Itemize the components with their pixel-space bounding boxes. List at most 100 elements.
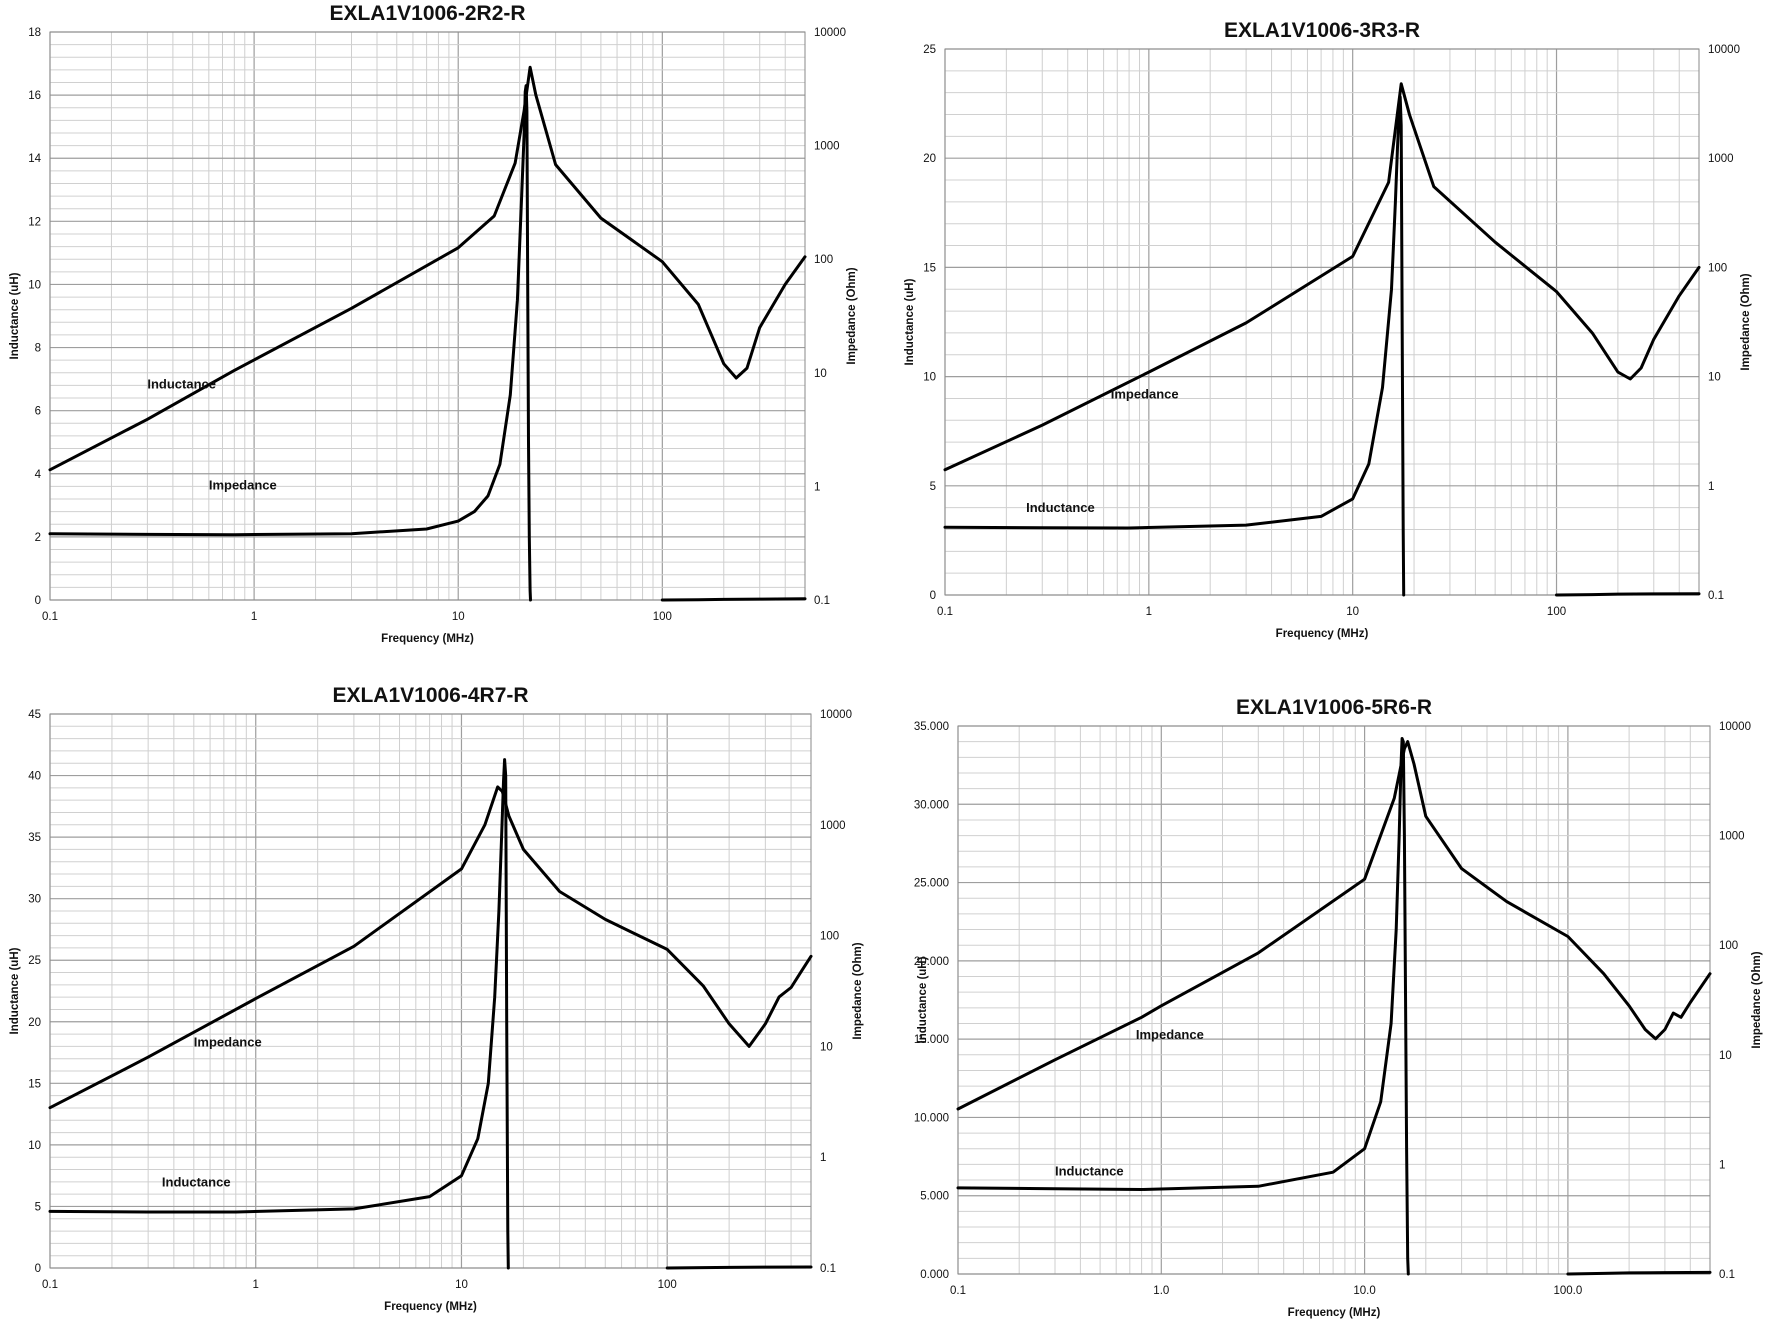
impedance-series-line [943,82,1701,472]
y-tick-label: 5 [35,1201,41,1213]
plot-frame [49,713,812,1269]
y2-tick-label: 100 [1708,262,1727,274]
x-tick-label: 10 [455,1279,468,1291]
y-tick-label: 10.000 [914,1112,949,1124]
y2-tick-label: 10 [820,1041,833,1053]
x-tick-label: 100 [658,1279,677,1291]
x-tick-label: 100 [653,611,672,623]
y-tick-label: 10 [923,372,936,384]
y2-tick-label: 100 [1719,940,1738,952]
y-tick-label: 8 [35,343,41,355]
impedance-series-line [48,785,813,1110]
y2-tick-label: 0.1 [1719,1269,1735,1281]
y-tick-label: 0 [930,590,936,602]
x-tick-label: 100 [1547,606,1566,618]
x-tick-label: 10 [1346,606,1359,618]
y2-axis-label: Impedance (Ohm) [852,942,864,1039]
y2-tick-label: 0.1 [820,1263,836,1275]
chart-title: EXLA1V1006-4R7-R [332,684,528,707]
y-tick-label: 40 [28,771,41,783]
y-tick-label: 5.000 [920,1191,949,1203]
chart-title: EXLA1V1006-5R6-R [1236,696,1432,719]
y-tick-label: 18 [28,27,41,39]
y-tick-label: 10 [28,1140,41,1152]
y-tick-label: 16 [28,90,41,102]
y2-tick-label: 100 [820,931,839,943]
y2-tick-label: 1 [814,481,820,493]
y-tick-label: 5 [930,481,936,493]
y-tick-label: 20 [28,1017,41,1029]
y-axis-label: Inductance (uH) [9,272,21,359]
y-tick-label: 30 [28,894,41,906]
x-axis-label: Frequency (MHz) [1288,1307,1381,1319]
y-tick-label: 4 [35,469,42,481]
y2-tick-label: 1 [1708,481,1714,493]
y2-tick-label: 1000 [1719,831,1745,843]
plot-frame [49,31,806,601]
y-axis-label: Inductance (uH) [917,956,929,1043]
y-tick-label: 0.000 [920,1269,949,1281]
y2-axis-label: Impedance (Ohm) [1740,273,1752,370]
series-annotation: Impedance [194,1034,262,1049]
y2-tick-label: 10 [1708,372,1721,384]
x-tick-label: 0.1 [950,1285,966,1297]
y-tick-label: 0 [35,1263,41,1275]
x-axis-label: Frequency (MHz) [384,1301,477,1313]
series-annotation: Impedance [209,478,277,493]
y-tick-label: 12 [28,216,41,228]
plot-frame [944,48,1700,596]
y-tick-label: 35 [28,832,41,844]
y-axis-label: Inductance (uH) [9,947,21,1034]
series-annotation: Impedance [1136,1027,1204,1042]
series-annotation: Inductance [1055,1163,1124,1178]
x-tick-label: 1 [253,1279,259,1291]
inductance-series-line [943,95,1406,597]
y2-tick-label: 10 [1719,1050,1732,1062]
y-tick-label: 0 [35,595,41,607]
y2-tick-label: 10 [814,368,827,380]
y2-tick-label: 1000 [814,141,840,153]
y-tick-label: 45 [28,709,41,721]
y2-tick-label: 1000 [820,820,846,832]
x-axis-label: Frequency (MHz) [1276,628,1369,640]
y2-tick-label: 1 [1719,1159,1725,1171]
y2-tick-label: 1000 [1708,153,1734,165]
x-tick-label: 0.1 [937,606,953,618]
chart-title: EXLA1V1006-3R3-R [1224,19,1420,42]
chart-panel-2: EXLA1V1006-3R3-R0.1 1 10 10005101520250.111… [904,19,1752,640]
y2-tick-label: 10000 [820,709,852,721]
y-tick-label: 2 [35,532,41,544]
x-tick-label: 100.0 [1554,1285,1583,1297]
y-tick-label: 15.000 [914,1034,949,1046]
series-annotation: Inductance [147,377,216,392]
y-tick-label: 25 [923,44,936,56]
y2-tick-label: 10000 [814,27,846,39]
y2-tick-label: 100 [814,254,833,266]
y2-tick-label: 1 [820,1152,826,1164]
chart-panel-3: EXLA1V1006-4R7-R0.1 1 10 100051015202530354… [9,684,864,1313]
y-tick-label: 15 [923,262,936,274]
inductance-series-line [48,84,532,602]
plot-frame [957,725,1711,1275]
x-tick-label: 10 [452,611,465,623]
y2-tick-label: 10000 [1719,721,1751,733]
inductance-high-frequency-tail-series-line [665,1265,813,1270]
y-tick-label: 20 [923,153,936,165]
x-axis-label: Frequency (MHz) [381,633,474,645]
chart-title: EXLA1V1006-2R2-R [329,2,525,25]
inductance-high-frequency-tail-series-line [1555,592,1701,597]
y2-tick-label: 0.1 [814,595,830,607]
chart-panel-4: EXLA1V1006-5R6-R 0.1 1.0 10.0 100.0 0.000 5.00… [914,696,1763,1319]
inductance-high-frequency-tail-series-line [1566,1270,1712,1276]
x-tick-label: 1.0 [1153,1285,1169,1297]
impedance-series-line [956,740,1712,1111]
y-tick-label: 20.000 [914,956,949,968]
y2-axis-label: Impedance (Ohm) [846,267,858,364]
inductance-series-line [956,737,1410,1276]
y2-tick-label: 10000 [1708,44,1740,56]
x-tick-label: 1 [251,611,257,623]
y-tick-label: 14 [28,153,41,165]
x-tick-label: 0.1 [42,611,58,623]
x-tick-label: 0.1 [42,1279,58,1291]
